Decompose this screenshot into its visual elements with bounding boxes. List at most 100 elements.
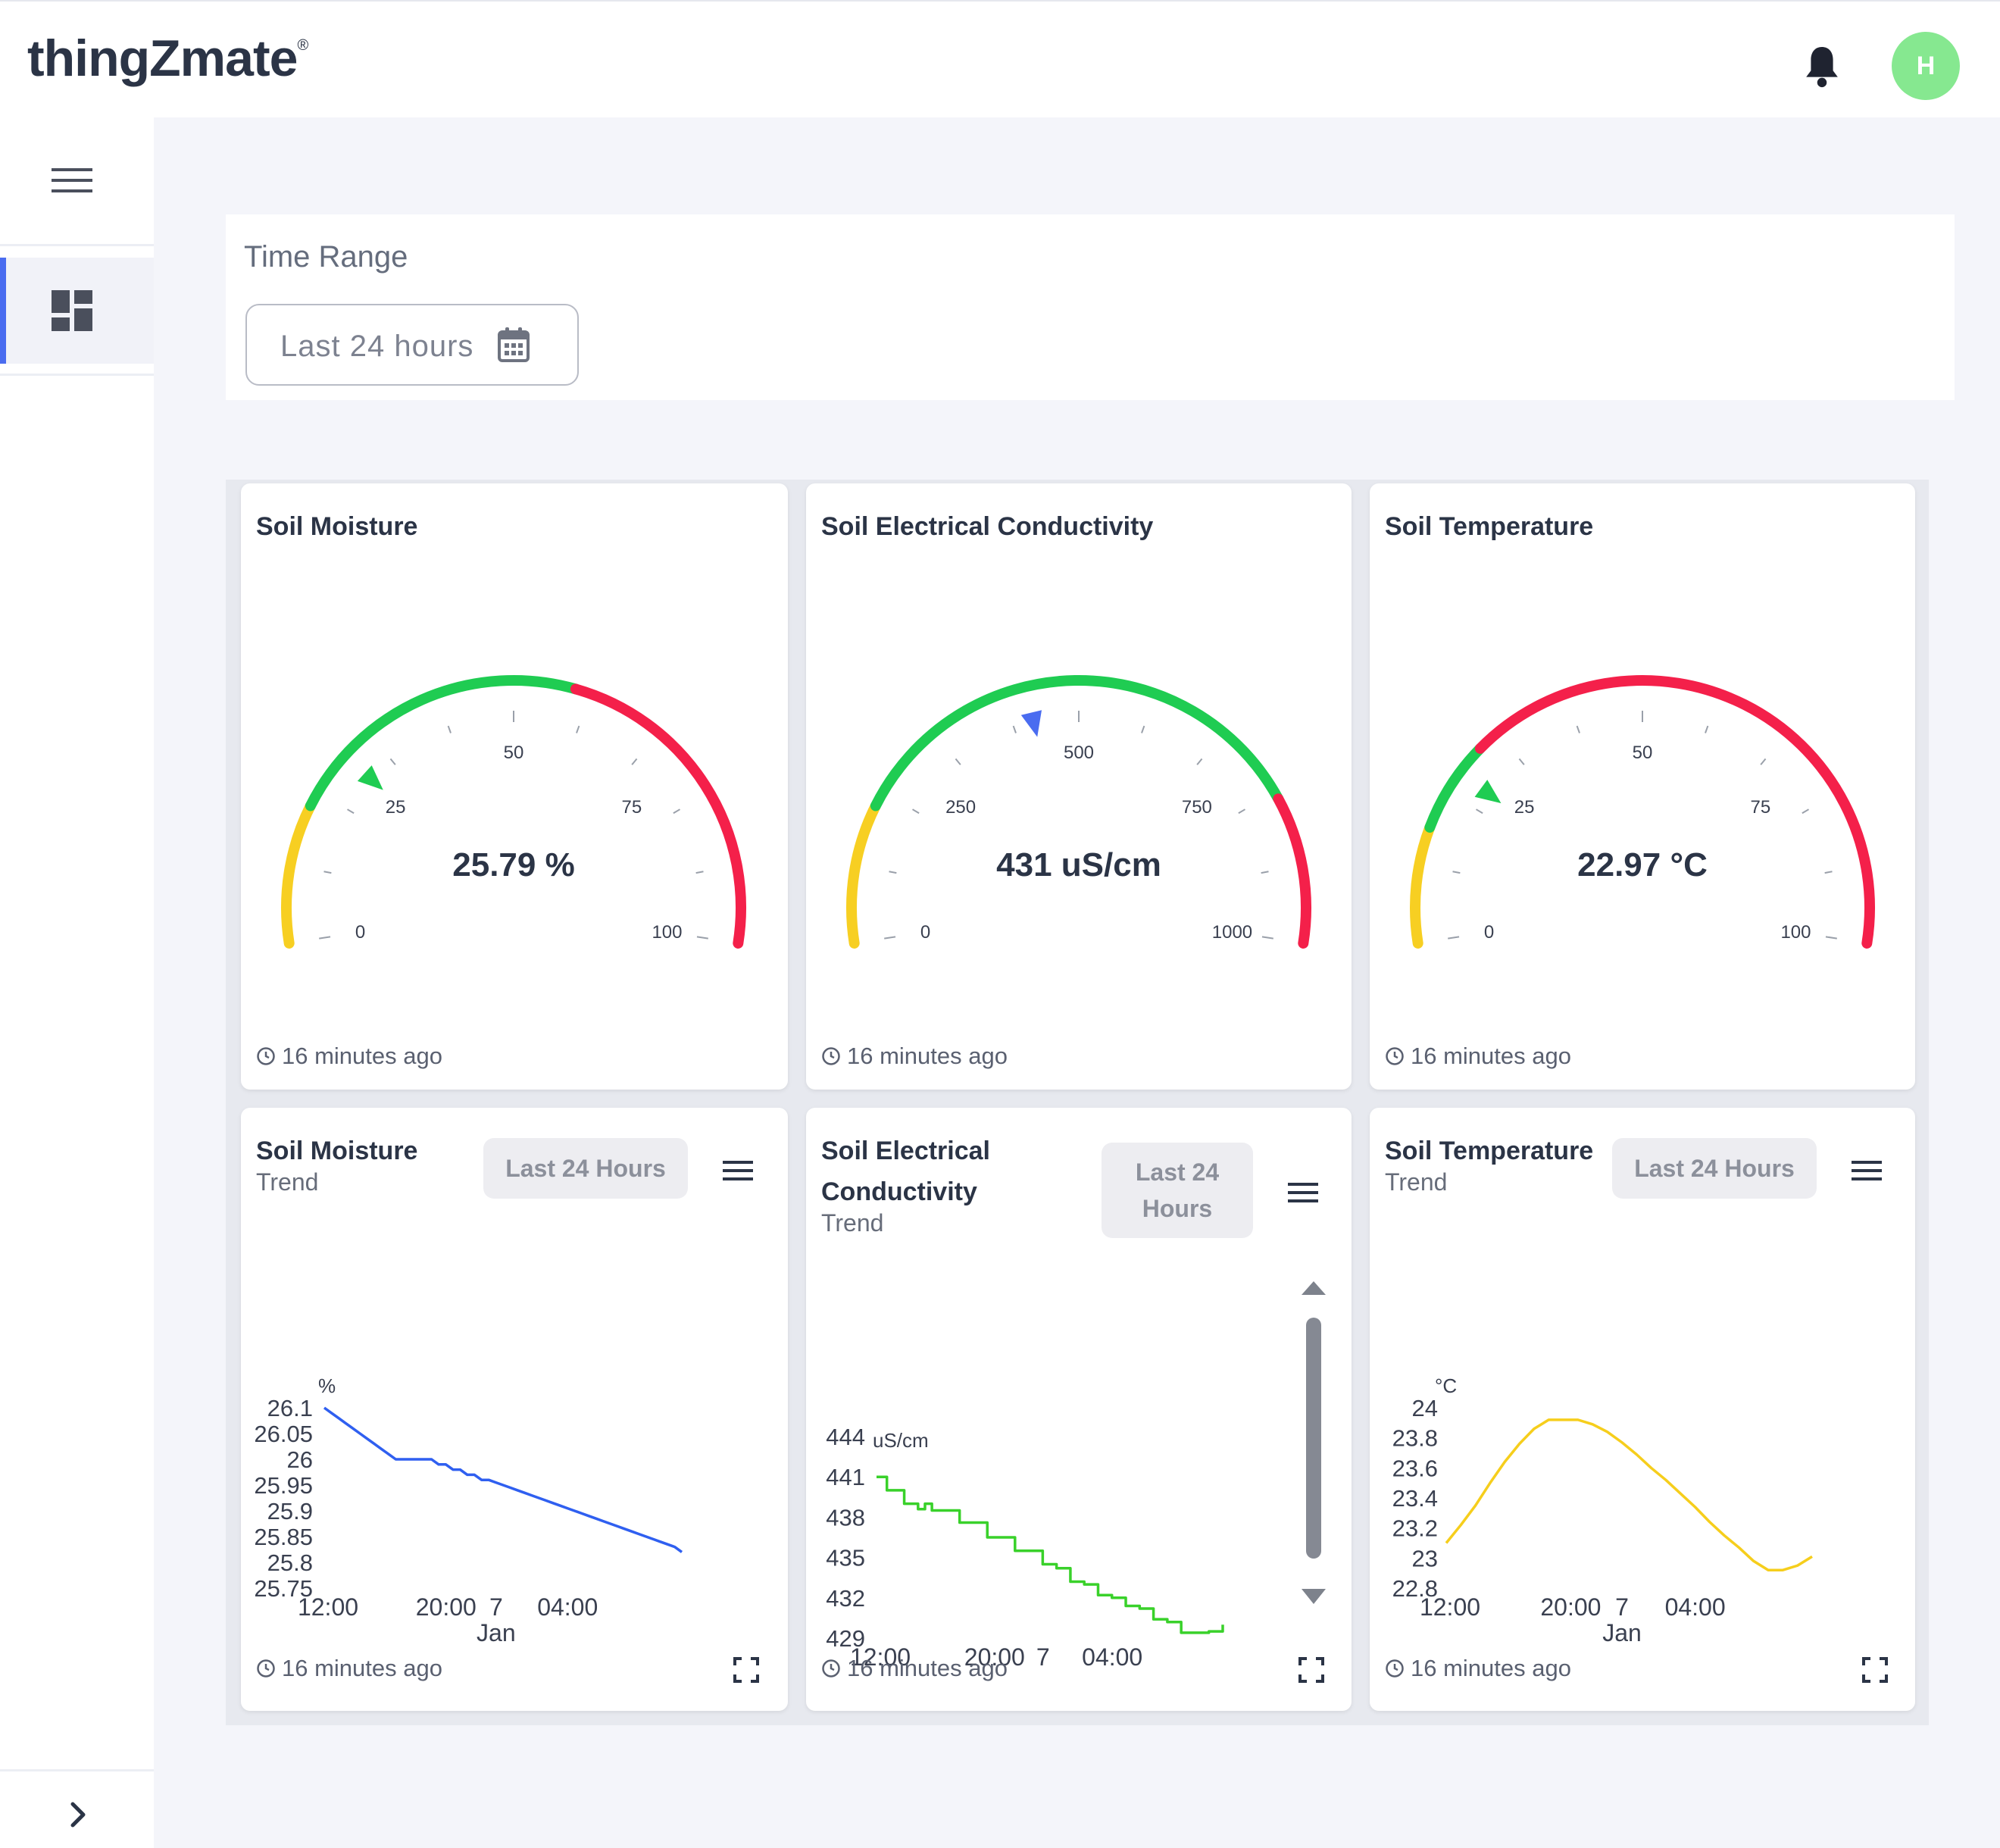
y-tick-label: 26.05 (254, 1421, 313, 1447)
range-label-button[interactable]: Last 24 Hours (483, 1138, 688, 1199)
sidebar (0, 117, 154, 1848)
y-tick-label: 23.8 (1392, 1425, 1438, 1452)
x-tick-sublabel: Jan (477, 1619, 516, 1646)
card-title: Soil Electrical Conductivity (821, 512, 1154, 541)
chart-menu-icon[interactable] (1852, 1159, 1882, 1182)
sidebar-divider (0, 1769, 154, 1771)
gauge-tick-label: 75 (622, 797, 642, 818)
x-tick-label: 04:00 (537, 1593, 598, 1621)
last-updated: 16 minutes ago (1385, 1655, 1571, 1682)
gauge-tick-label: 25 (1514, 797, 1535, 818)
x-tick-label: 7 (489, 1593, 503, 1621)
logo-text: thingZmate (27, 30, 298, 87)
card-title: Soil Temperature (1385, 1137, 1594, 1165)
chart-menu-icon[interactable] (723, 1159, 753, 1182)
fullscreen-icon[interactable] (733, 1657, 759, 1683)
x-tick-label: 20:00 (964, 1643, 1025, 1671)
y-tick-label: 25.8 (267, 1549, 313, 1576)
gauge-tick-mark (319, 936, 331, 940)
trend-chart-soil-temperature: 24 23.8 23.6 23.4 23.2 23 22.8 °C 12:00 20:00 7 04:… (1392, 1374, 1813, 1646)
y-tick-label: 24 (1412, 1395, 1438, 1421)
gauge-tick-label: 0 (920, 922, 930, 943)
x-tick-label: 20:00 (1540, 1593, 1601, 1621)
last-updated: 16 minutes ago (1385, 1043, 1571, 1070)
chart-menu-icon[interactable] (1288, 1181, 1318, 1204)
gauge-tick-mark (695, 871, 704, 874)
sidebar-active-indicator (0, 258, 6, 364)
last-updated-text: 16 minutes ago (847, 1043, 1008, 1069)
fullscreen-icon[interactable] (1298, 1657, 1324, 1683)
y-tick-label: 23.6 (1392, 1455, 1438, 1481)
gauge-tick-label: 75 (1751, 797, 1771, 818)
user-avatar[interactable]: H (1892, 32, 1960, 100)
gauge-band (870, 675, 1284, 811)
time-range-value: Last 24 hours (280, 330, 474, 363)
range-label-button[interactable]: Last 24 Hours (1612, 1138, 1817, 1199)
gauge-tick-mark (1760, 758, 1767, 765)
gauge-tick-mark (389, 758, 396, 765)
gauge-tick-mark (631, 758, 638, 765)
x-tick-label: 12:00 (298, 1593, 358, 1621)
sidebar-divider (0, 374, 154, 376)
notification-bell-icon[interactable] (1803, 43, 1841, 89)
y-tick-label: 432 (826, 1585, 865, 1612)
gauge-band (1273, 793, 1311, 949)
time-range-panel: Time Range Last 24 hours (226, 214, 1955, 400)
x-tick-sublabel: Jan (1602, 1619, 1642, 1646)
x-tick-label: 7 (1036, 1643, 1050, 1671)
gauge-tick-mark (912, 808, 920, 815)
gauge-soil-moisture: 0 25 50 75 100 25.79 % (281, 675, 746, 949)
top-bar: thingZmate® H (0, 0, 2000, 117)
y-axis-unit: °C (1435, 1374, 1457, 1397)
y-tick-label: 23.2 (1392, 1515, 1438, 1542)
series-line (323, 1406, 683, 1553)
gauge-tick-label: 250 (945, 797, 976, 818)
gauge-value: 22.97 °C (1577, 846, 1708, 883)
gauge-tick-label: 50 (1633, 743, 1653, 763)
y-axis-unit: % (318, 1374, 336, 1397)
calendar-icon[interactable] (497, 327, 530, 363)
gauge-tick-mark (1824, 871, 1833, 874)
gauge-value: 431 uS/cm (996, 846, 1161, 883)
gauge-tick-label: 100 (1780, 922, 1811, 943)
hamburger-menu-icon[interactable] (52, 165, 92, 195)
y-tick-label: 23.4 (1392, 1485, 1438, 1512)
trend-card-soil-ec: Soil Electrical Conductivity Trend Last … (806, 1108, 1352, 1711)
gauge-tick-label: 25 (386, 797, 406, 818)
y-tick-label: 444 (826, 1424, 865, 1450)
gauge-band (1410, 821, 1436, 949)
scroll-up-arrow-icon[interactable] (1302, 1281, 1326, 1295)
gauge-band (1424, 743, 1486, 833)
card-title: Soil Temperature (1385, 512, 1594, 541)
trend-card-soil-temperature: Soil Temperature Trend Last 24 Hours 24 2… (1370, 1108, 1915, 1711)
gauge-band (570, 683, 746, 949)
chevron-right-icon[interactable] (67, 1800, 89, 1830)
gauge-tick-label: 500 (1064, 743, 1094, 763)
clock-icon (822, 1047, 840, 1065)
chart-scrollbar[interactable] (1298, 1278, 1329, 1634)
time-range-select[interactable]: Last 24 hours (245, 304, 579, 386)
card-title: Soil Moisture (256, 512, 418, 541)
dashboard-grid-icon[interactable] (52, 290, 92, 331)
y-tick-label: 25.85 (254, 1524, 313, 1550)
x-tick-label: 04:00 (1082, 1643, 1142, 1671)
app-logo[interactable]: thingZmate® (27, 29, 308, 88)
gauge-tick-mark (1196, 758, 1203, 765)
gauge-tick-mark (576, 725, 580, 733)
x-tick-label: 20:00 (416, 1593, 477, 1621)
scroll-thumb[interactable] (1306, 1318, 1321, 1559)
y-tick-label: 435 (826, 1545, 865, 1571)
fullscreen-icon[interactable] (1862, 1657, 1888, 1683)
gauge-tick-mark (323, 871, 332, 874)
last-updated-text: 16 minutes ago (282, 1655, 442, 1681)
gauge-soil-ec: 0 250 500 750 1000 431 uS/cm (846, 675, 1311, 949)
gauge-tick-mark (889, 871, 897, 874)
gauge-tick-mark (1012, 725, 1017, 733)
gauge-band (281, 800, 316, 949)
gauge-tick-mark (1802, 808, 1809, 815)
range-label-button[interactable]: Last 24 Hours (1102, 1143, 1253, 1238)
scroll-down-arrow-icon[interactable] (1302, 1589, 1326, 1604)
last-updated: 16 minutes ago (821, 1655, 1008, 1682)
gauge-tick-label: 0 (1484, 922, 1494, 943)
last-updated: 16 minutes ago (256, 1655, 442, 1682)
